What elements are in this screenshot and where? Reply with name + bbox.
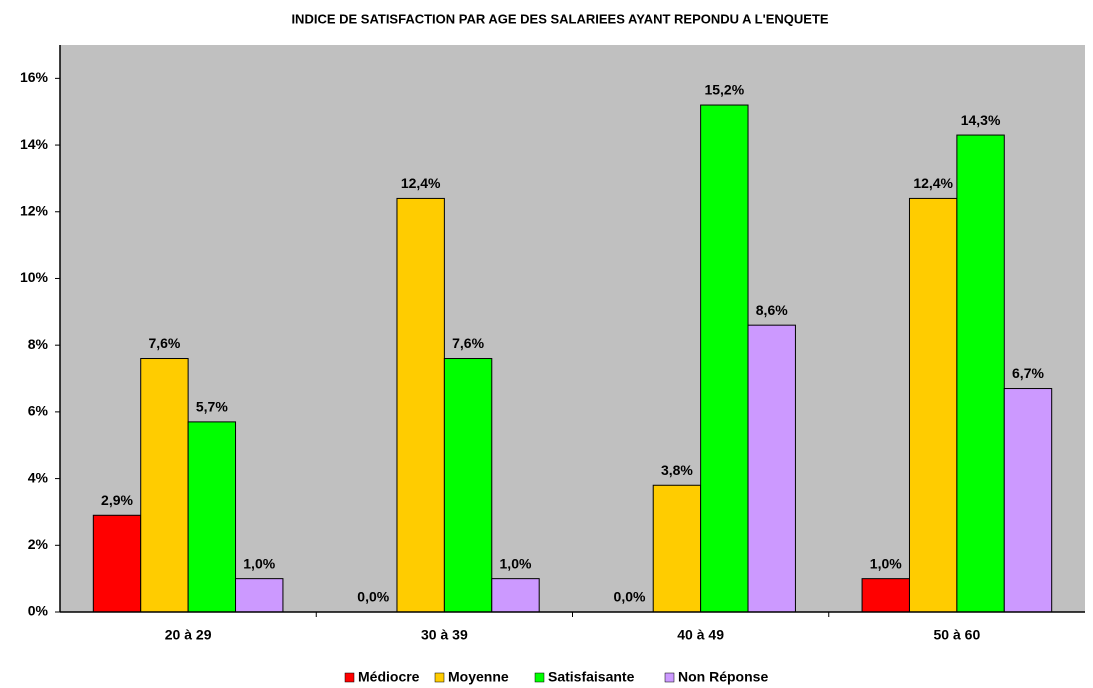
bar xyxy=(140,358,189,613)
legend-swatch xyxy=(344,672,355,683)
bar xyxy=(187,421,237,613)
y-tick-label: 16% xyxy=(20,69,49,85)
bar xyxy=(747,324,796,613)
bar xyxy=(956,134,1005,613)
value-label: 1,0% xyxy=(500,555,532,571)
x-tick-label: 40 à 49 xyxy=(677,627,724,643)
value-label: 1,0% xyxy=(870,555,902,571)
chart-title: INDICE DE SATISFACTION PAR AGE DES SALAR… xyxy=(291,11,828,26)
value-label: 7,6% xyxy=(452,335,484,351)
y-tick-label: 4% xyxy=(28,469,49,485)
legend-swatch xyxy=(664,672,675,683)
legend-label: Moyenne xyxy=(448,669,509,685)
y-tick-label: 6% xyxy=(28,403,49,419)
bar xyxy=(861,578,910,613)
value-label: 15,2% xyxy=(704,82,744,98)
bar xyxy=(491,578,540,613)
value-label: 6,7% xyxy=(1012,365,1044,381)
bar xyxy=(235,578,284,613)
x-tick-label: 30 à 39 xyxy=(421,627,468,643)
value-label: 7,6% xyxy=(148,335,180,351)
value-label: 5,7% xyxy=(196,399,228,415)
value-label: 1,0% xyxy=(243,555,275,571)
bar xyxy=(92,514,142,613)
legend-swatch xyxy=(534,672,545,683)
y-tick-label: 10% xyxy=(20,269,49,285)
bar xyxy=(908,197,958,613)
value-label: 8,6% xyxy=(756,302,788,318)
value-label: 2,9% xyxy=(101,492,133,508)
legend-label: Satisfaisante xyxy=(548,669,635,685)
legend-swatch xyxy=(434,672,445,683)
bar xyxy=(443,358,493,613)
x-tick-label: 50 à 60 xyxy=(934,627,981,643)
legend-label: Non Réponse xyxy=(678,669,768,685)
bar xyxy=(652,484,702,613)
value-label: 14,3% xyxy=(961,112,1001,128)
bar xyxy=(396,197,445,613)
y-tick-label: 0% xyxy=(28,603,49,619)
bar xyxy=(700,104,749,613)
legend-label: Médiocre xyxy=(358,669,420,685)
value-label: 0,0% xyxy=(357,589,389,605)
x-tick-label: 20 à 29 xyxy=(165,627,212,643)
y-tick-label: 2% xyxy=(28,536,49,552)
bar xyxy=(1003,388,1053,613)
value-label: 0,0% xyxy=(614,589,646,605)
y-tick-label: 8% xyxy=(28,336,49,352)
value-label: 12,4% xyxy=(913,175,953,191)
y-tick-label: 14% xyxy=(20,136,49,152)
value-label: 12,4% xyxy=(401,175,441,191)
value-label: 3,8% xyxy=(661,462,693,478)
y-tick-label: 12% xyxy=(20,202,49,218)
